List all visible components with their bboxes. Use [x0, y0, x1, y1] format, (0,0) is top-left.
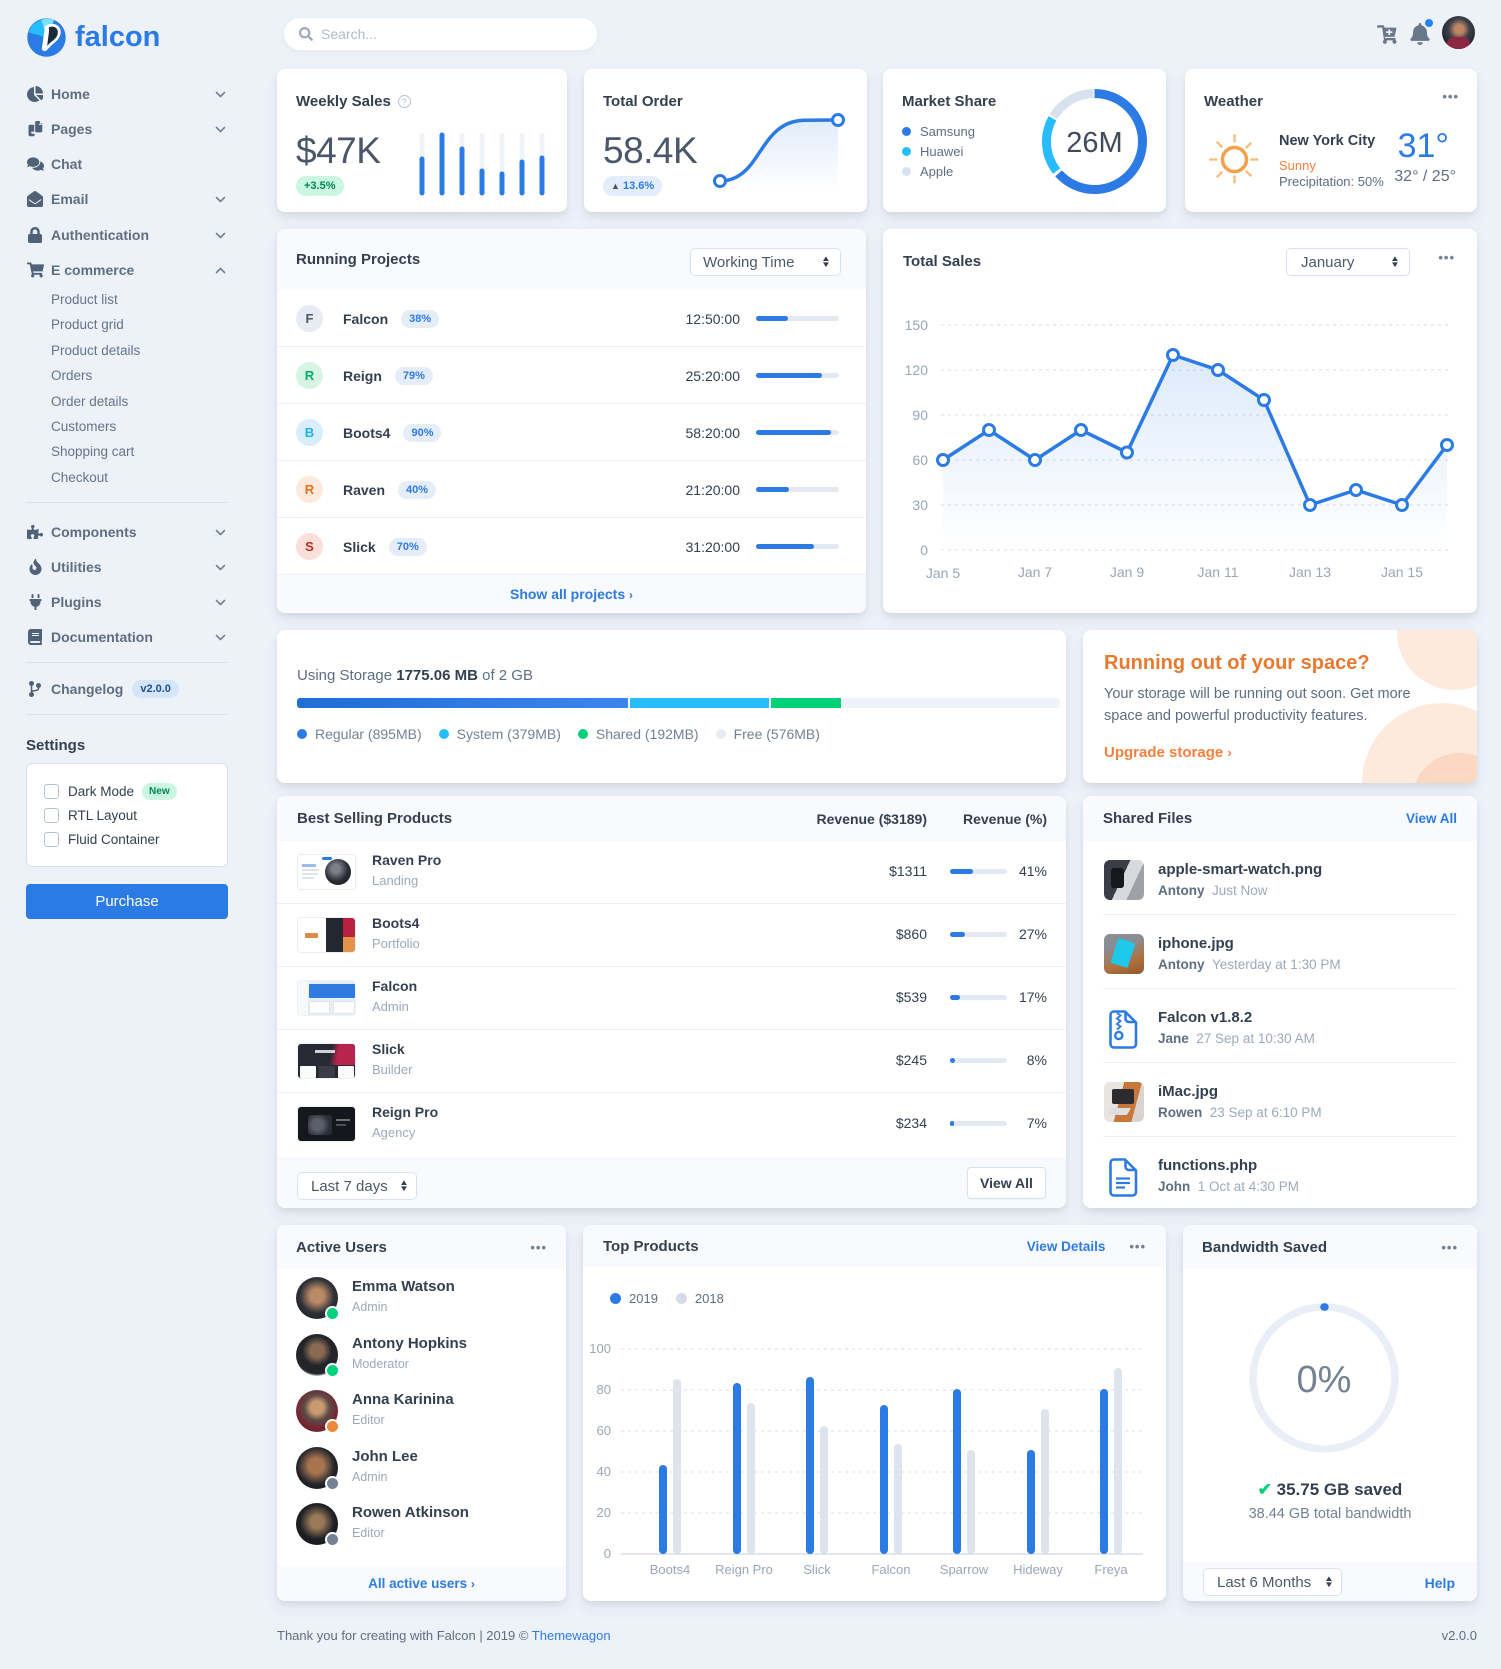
svg-text:60: 60 [597, 1423, 611, 1438]
svg-text:Freya: Freya [1094, 1562, 1128, 1577]
svg-text:Slick: Slick [803, 1562, 831, 1577]
svg-text:Jan 15: Jan 15 [1381, 564, 1423, 580]
svg-text:30: 30 [912, 497, 928, 513]
svg-text:90: 90 [912, 407, 928, 423]
svg-text:40: 40 [597, 1464, 611, 1479]
svg-text:Jan 7: Jan 7 [1018, 564, 1052, 580]
svg-text:Hideway: Hideway [1013, 1562, 1063, 1577]
svg-text:Sparrow: Sparrow [940, 1562, 989, 1577]
svg-text:Jan 11: Jan 11 [1198, 564, 1239, 580]
svg-text:120: 120 [905, 362, 929, 378]
svg-text:0%: 0% [1297, 1359, 1352, 1401]
svg-text:0: 0 [604, 1546, 611, 1561]
svg-text:0: 0 [920, 542, 928, 558]
svg-text:Jan 9: Jan 9 [1110, 564, 1144, 580]
svg-text:Reign Pro: Reign Pro [715, 1562, 773, 1577]
svg-text:Jan 13: Jan 13 [1289, 564, 1331, 580]
svg-text:20: 20 [597, 1505, 611, 1520]
svg-text:Falcon: Falcon [871, 1562, 910, 1577]
svg-text:100: 100 [589, 1341, 611, 1356]
svg-text:Jan 5: Jan 5 [926, 565, 960, 581]
svg-text:80: 80 [597, 1382, 611, 1397]
svg-text:Boots4: Boots4 [650, 1562, 690, 1577]
svg-text:26M: 26M [1066, 127, 1122, 159]
svg-text:150: 150 [905, 317, 929, 333]
svg-text:60: 60 [912, 452, 928, 468]
